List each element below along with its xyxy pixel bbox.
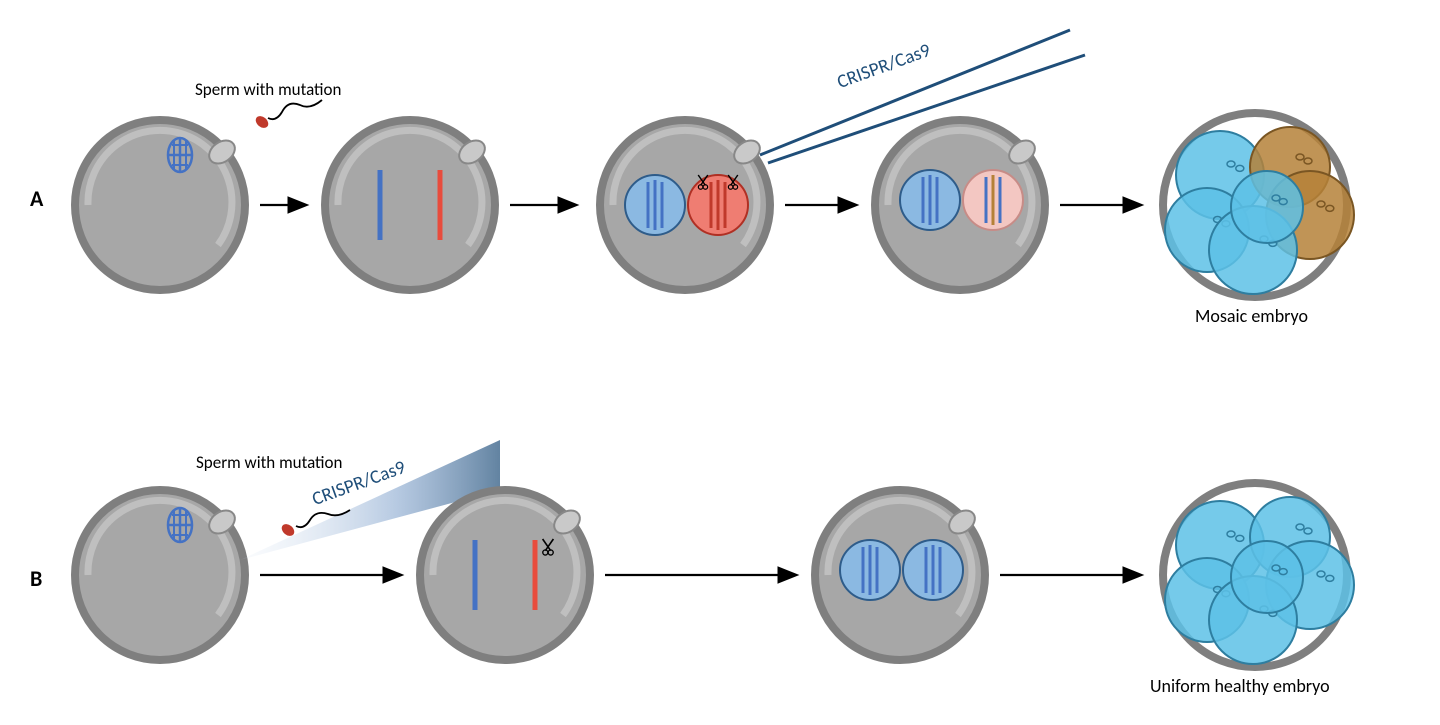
cell-a4 (875, 120, 1045, 290)
diagram-svg (0, 0, 1440, 725)
embryo-a (1163, 113, 1354, 297)
embryo-b (1163, 483, 1354, 667)
cell-a2 (325, 120, 495, 290)
cell-b3 (815, 490, 985, 660)
cell-b1 (75, 490, 245, 660)
cell-a3 (600, 120, 770, 290)
sperm-a (253, 100, 322, 130)
cell-a1 (75, 120, 245, 290)
cell-b2 (420, 490, 590, 660)
